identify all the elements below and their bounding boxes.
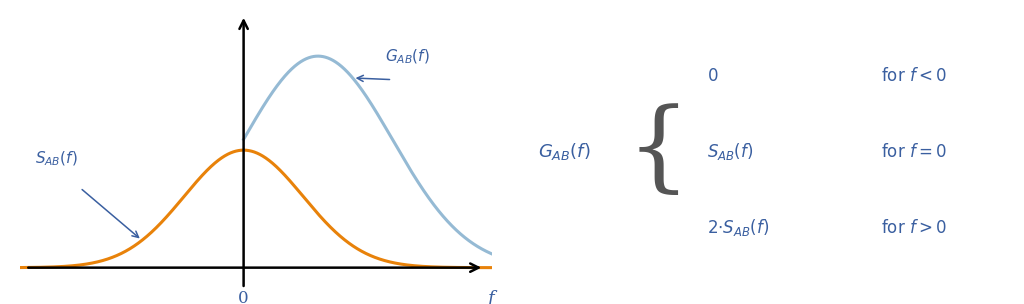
Text: for $f < 0$: for $f < 0$ [881,67,946,85]
Text: $S_{AB}(f)$: $S_{AB}(f)$ [707,141,753,163]
Text: for $f > 0$: for $f > 0$ [881,219,946,237]
Text: 0: 0 [239,290,249,304]
Text: $G_{AB}(f)$: $G_{AB}(f)$ [385,47,430,66]
Text: $2{\cdot}S_{AB}(f)$: $2{\cdot}S_{AB}(f)$ [707,217,769,239]
Text: $G_{AB}(f)$: $G_{AB}(f)$ [538,141,590,163]
Text: $S_{AB}(f)$: $S_{AB}(f)$ [36,149,78,168]
Text: {: { [626,104,690,200]
Text: f: f [487,290,495,304]
Text: for $f = 0$: for $f = 0$ [881,143,946,161]
Text: $0$: $0$ [707,67,718,85]
